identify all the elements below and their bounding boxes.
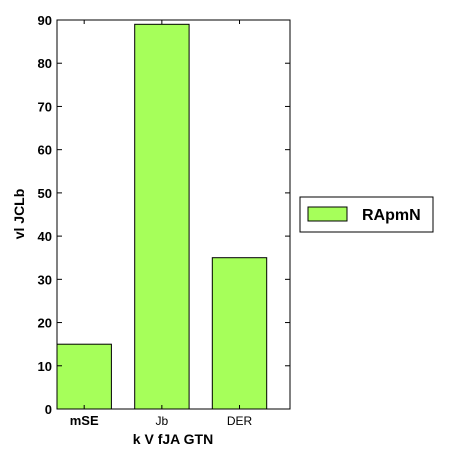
legend-label: RApmN xyxy=(362,207,421,224)
y-axis-label: vl JCLb xyxy=(11,189,27,240)
y-tick-label: 90 xyxy=(38,13,52,28)
y-tick-label: 20 xyxy=(38,316,52,331)
y-tick-label: 60 xyxy=(38,143,52,158)
ticks-layer: mSE Jb DER 0 10 20 30 40 50 60 70 80 90 xyxy=(38,13,290,428)
y-tick-label: 10 xyxy=(38,359,52,374)
x-tick-label: Jb xyxy=(156,414,169,428)
y-tick-label: 80 xyxy=(38,56,52,71)
y-tick-label: 0 xyxy=(45,402,52,417)
x-axis-label: k V fJA GTN xyxy=(133,431,213,447)
bar-DER xyxy=(211,257,268,410)
legend: RApmN xyxy=(299,196,434,233)
bar-mSE xyxy=(56,343,112,410)
y-tick-label: 70 xyxy=(38,99,52,114)
y-tick-label: 30 xyxy=(38,272,52,287)
y-tick-label: 50 xyxy=(38,186,52,201)
bar-Jb xyxy=(134,23,190,410)
plot-frame xyxy=(56,19,291,410)
y-tick-label: 40 xyxy=(38,229,52,244)
x-tick-label: mSE xyxy=(70,413,99,428)
bars-layer xyxy=(56,23,268,410)
legend-swatch xyxy=(307,206,348,222)
x-tick-label: DER xyxy=(227,414,253,428)
